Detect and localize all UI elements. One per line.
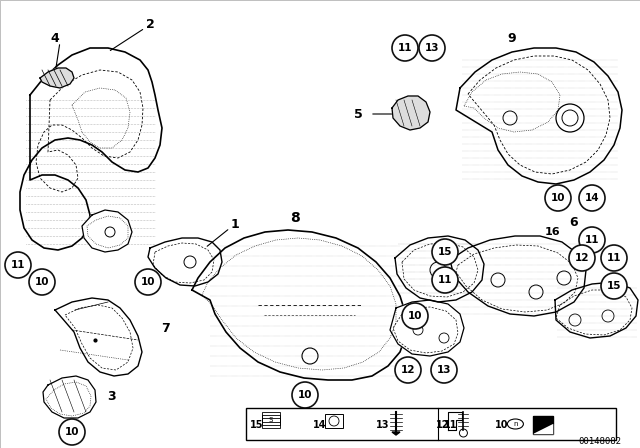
Text: 15: 15 <box>607 281 621 291</box>
Circle shape <box>432 267 458 293</box>
Circle shape <box>432 239 458 265</box>
Bar <box>325 414 343 428</box>
Text: 7: 7 <box>161 322 170 335</box>
Circle shape <box>392 35 418 61</box>
Text: 14: 14 <box>313 420 326 430</box>
Text: 10: 10 <box>141 277 156 287</box>
Text: 10: 10 <box>551 193 565 203</box>
Circle shape <box>419 35 445 61</box>
Circle shape <box>556 104 584 132</box>
Circle shape <box>579 227 605 253</box>
Polygon shape <box>392 432 400 435</box>
Polygon shape <box>395 236 484 302</box>
Polygon shape <box>555 282 638 338</box>
Text: 6: 6 <box>570 215 579 228</box>
Text: 10: 10 <box>298 390 312 400</box>
Circle shape <box>431 357 457 383</box>
Circle shape <box>402 303 428 329</box>
Text: 5: 5 <box>354 108 362 121</box>
Polygon shape <box>82 210 132 252</box>
Text: 13: 13 <box>436 365 451 375</box>
Text: 13: 13 <box>376 420 390 430</box>
Circle shape <box>29 269 55 295</box>
Text: 4: 4 <box>51 31 60 44</box>
Polygon shape <box>43 376 96 418</box>
Text: 11: 11 <box>607 253 621 263</box>
Bar <box>262 415 280 425</box>
Polygon shape <box>192 230 406 380</box>
Text: 10: 10 <box>65 427 79 437</box>
Polygon shape <box>456 48 622 184</box>
Text: 16: 16 <box>544 227 560 237</box>
Text: 12: 12 <box>575 253 589 263</box>
Circle shape <box>395 357 421 383</box>
Text: 8: 8 <box>290 211 300 225</box>
Circle shape <box>59 419 85 445</box>
Text: 11: 11 <box>585 235 599 245</box>
Text: 00148082: 00148082 <box>579 438 621 447</box>
Circle shape <box>545 185 571 211</box>
Polygon shape <box>55 298 142 376</box>
Text: 1: 1 <box>230 217 239 231</box>
Polygon shape <box>533 416 554 434</box>
Polygon shape <box>20 48 162 250</box>
Bar <box>262 418 280 428</box>
Text: 10: 10 <box>495 420 509 430</box>
Text: 12: 12 <box>436 420 449 430</box>
Polygon shape <box>450 236 586 316</box>
Text: n: n <box>513 421 518 427</box>
Text: S: S <box>269 417 273 423</box>
Text: 3: 3 <box>108 389 116 402</box>
Polygon shape <box>533 424 554 434</box>
Bar <box>246 408 616 440</box>
Circle shape <box>135 269 161 295</box>
Circle shape <box>569 245 595 271</box>
Text: 11: 11 <box>397 43 412 53</box>
Circle shape <box>579 185 605 211</box>
Polygon shape <box>392 96 430 130</box>
Bar <box>262 412 280 422</box>
Text: 11: 11 <box>438 275 452 285</box>
Text: 10: 10 <box>408 311 422 321</box>
Text: 14: 14 <box>585 193 599 203</box>
Circle shape <box>292 382 318 408</box>
Text: 11: 11 <box>444 420 458 430</box>
Circle shape <box>601 273 627 299</box>
Polygon shape <box>40 68 74 88</box>
Circle shape <box>601 245 627 271</box>
Text: 15: 15 <box>250 420 264 430</box>
Text: 11: 11 <box>11 260 25 270</box>
Text: 2: 2 <box>146 17 154 30</box>
Polygon shape <box>390 300 464 356</box>
Text: 15: 15 <box>438 247 452 257</box>
Polygon shape <box>148 238 222 286</box>
Text: 12: 12 <box>401 365 415 375</box>
Text: 13: 13 <box>425 43 439 53</box>
Circle shape <box>5 252 31 278</box>
Text: 10: 10 <box>35 277 49 287</box>
Text: 9: 9 <box>508 31 516 44</box>
